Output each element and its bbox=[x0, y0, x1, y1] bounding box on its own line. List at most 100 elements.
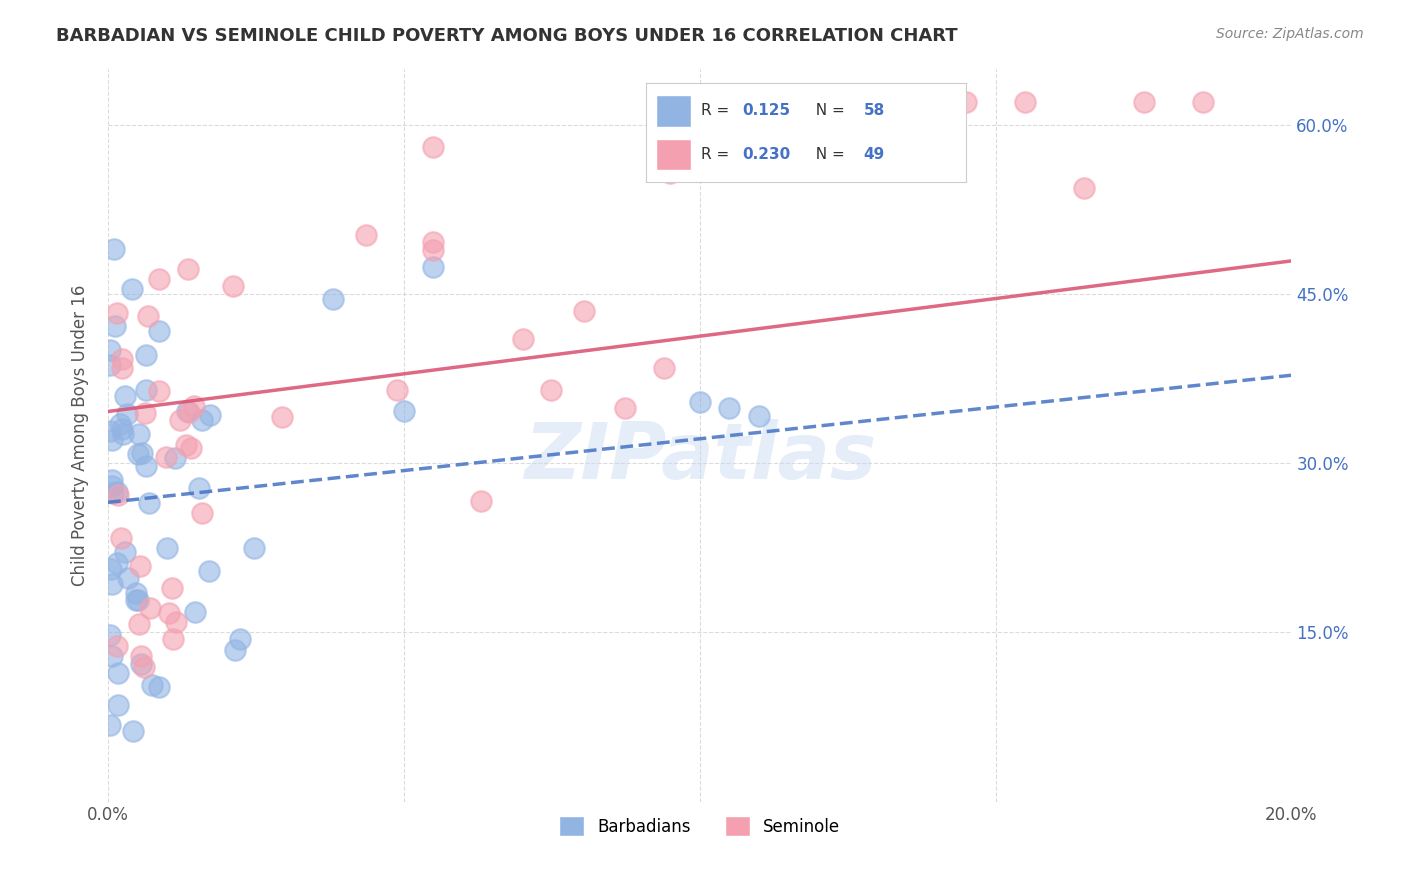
Seminole bbox=[139, 601, 162, 615]
Seminole bbox=[132, 660, 155, 674]
Barbadians bbox=[138, 496, 160, 510]
Seminole bbox=[148, 272, 170, 286]
Seminole bbox=[111, 360, 134, 375]
Barbadians bbox=[98, 718, 121, 732]
Seminole bbox=[1191, 95, 1213, 110]
Barbadians bbox=[718, 401, 741, 415]
Barbadians bbox=[165, 451, 187, 466]
Seminole bbox=[169, 413, 191, 427]
Seminole bbox=[1014, 95, 1036, 110]
Barbadians bbox=[100, 562, 122, 576]
Barbadians bbox=[114, 389, 136, 403]
Barbadians bbox=[135, 348, 157, 362]
Seminole bbox=[354, 228, 377, 243]
Seminole bbox=[166, 615, 188, 629]
Seminole bbox=[107, 487, 129, 501]
Y-axis label: Child Poverty Among Boys Under 16: Child Poverty Among Boys Under 16 bbox=[72, 285, 89, 586]
Barbadians bbox=[198, 409, 221, 423]
Barbadians bbox=[101, 479, 124, 493]
Seminole bbox=[191, 506, 214, 520]
Barbadians bbox=[108, 417, 131, 431]
Seminole bbox=[659, 166, 682, 180]
Barbadians bbox=[689, 395, 711, 409]
Barbadians bbox=[224, 642, 246, 657]
Barbadians bbox=[121, 282, 143, 296]
Barbadians bbox=[198, 564, 221, 578]
Barbadians bbox=[176, 403, 198, 417]
Seminole bbox=[271, 409, 294, 424]
Seminole bbox=[613, 401, 636, 415]
Barbadians bbox=[128, 427, 150, 442]
Barbadians bbox=[115, 407, 138, 421]
Barbadians bbox=[111, 426, 134, 441]
Barbadians bbox=[110, 422, 132, 436]
Seminole bbox=[183, 399, 205, 413]
Barbadians bbox=[243, 541, 266, 556]
Barbadians bbox=[141, 678, 163, 692]
Seminole bbox=[385, 383, 408, 397]
Barbadians bbox=[101, 473, 124, 487]
Seminole bbox=[866, 124, 889, 138]
Barbadians bbox=[107, 666, 129, 681]
Seminole bbox=[157, 606, 180, 620]
Seminole bbox=[422, 235, 444, 249]
Seminole bbox=[1132, 95, 1154, 110]
Barbadians bbox=[392, 404, 415, 418]
Barbadians bbox=[156, 541, 179, 556]
Barbadians bbox=[107, 698, 129, 712]
Barbadians bbox=[122, 723, 145, 738]
Seminole bbox=[155, 450, 177, 464]
Seminole bbox=[748, 95, 770, 110]
Seminole bbox=[652, 361, 675, 376]
Barbadians bbox=[100, 433, 122, 447]
Barbadians bbox=[105, 485, 128, 500]
Barbadians bbox=[135, 383, 157, 397]
Barbadians bbox=[127, 592, 149, 607]
Barbadians bbox=[114, 545, 136, 559]
Seminole bbox=[174, 437, 197, 451]
Seminole bbox=[111, 351, 134, 366]
Barbadians bbox=[117, 571, 139, 585]
Barbadians bbox=[148, 681, 170, 695]
Seminole bbox=[110, 531, 132, 545]
Barbadians bbox=[191, 413, 214, 427]
Seminole bbox=[148, 384, 170, 398]
Barbadians bbox=[322, 292, 344, 306]
Barbadians bbox=[229, 632, 252, 647]
Seminole bbox=[105, 639, 128, 653]
Seminole bbox=[128, 559, 150, 574]
Barbadians bbox=[748, 409, 770, 424]
Seminole bbox=[222, 278, 245, 293]
Seminole bbox=[160, 581, 183, 595]
Barbadians bbox=[129, 657, 152, 672]
Barbadians bbox=[105, 556, 128, 570]
Seminole bbox=[955, 95, 977, 110]
Barbadians bbox=[101, 485, 124, 500]
Barbadians bbox=[127, 447, 149, 461]
Seminole bbox=[572, 304, 595, 318]
Barbadians bbox=[98, 628, 121, 642]
Seminole bbox=[422, 244, 444, 258]
Seminole bbox=[180, 441, 202, 455]
Seminole bbox=[695, 95, 717, 110]
Barbadians bbox=[184, 605, 207, 619]
Seminole bbox=[128, 616, 150, 631]
Legend: Barbadians, Seminole: Barbadians, Seminole bbox=[551, 807, 848, 845]
Barbadians bbox=[422, 260, 444, 274]
Barbadians bbox=[104, 318, 127, 333]
Seminole bbox=[134, 406, 156, 420]
Seminole bbox=[540, 383, 562, 397]
Seminole bbox=[129, 649, 152, 664]
Barbadians bbox=[131, 446, 153, 460]
Barbadians bbox=[148, 324, 170, 338]
Barbadians bbox=[135, 459, 157, 474]
Barbadians bbox=[125, 592, 148, 607]
Seminole bbox=[422, 140, 444, 154]
Seminole bbox=[138, 309, 160, 323]
Seminole bbox=[512, 332, 534, 346]
Barbadians bbox=[100, 576, 122, 591]
Text: BARBADIAN VS SEMINOLE CHILD POVERTY AMONG BOYS UNDER 16 CORRELATION CHART: BARBADIAN VS SEMINOLE CHILD POVERTY AMON… bbox=[56, 27, 957, 45]
Barbadians bbox=[103, 242, 125, 256]
Barbadians bbox=[125, 586, 148, 600]
Barbadians bbox=[188, 481, 211, 495]
